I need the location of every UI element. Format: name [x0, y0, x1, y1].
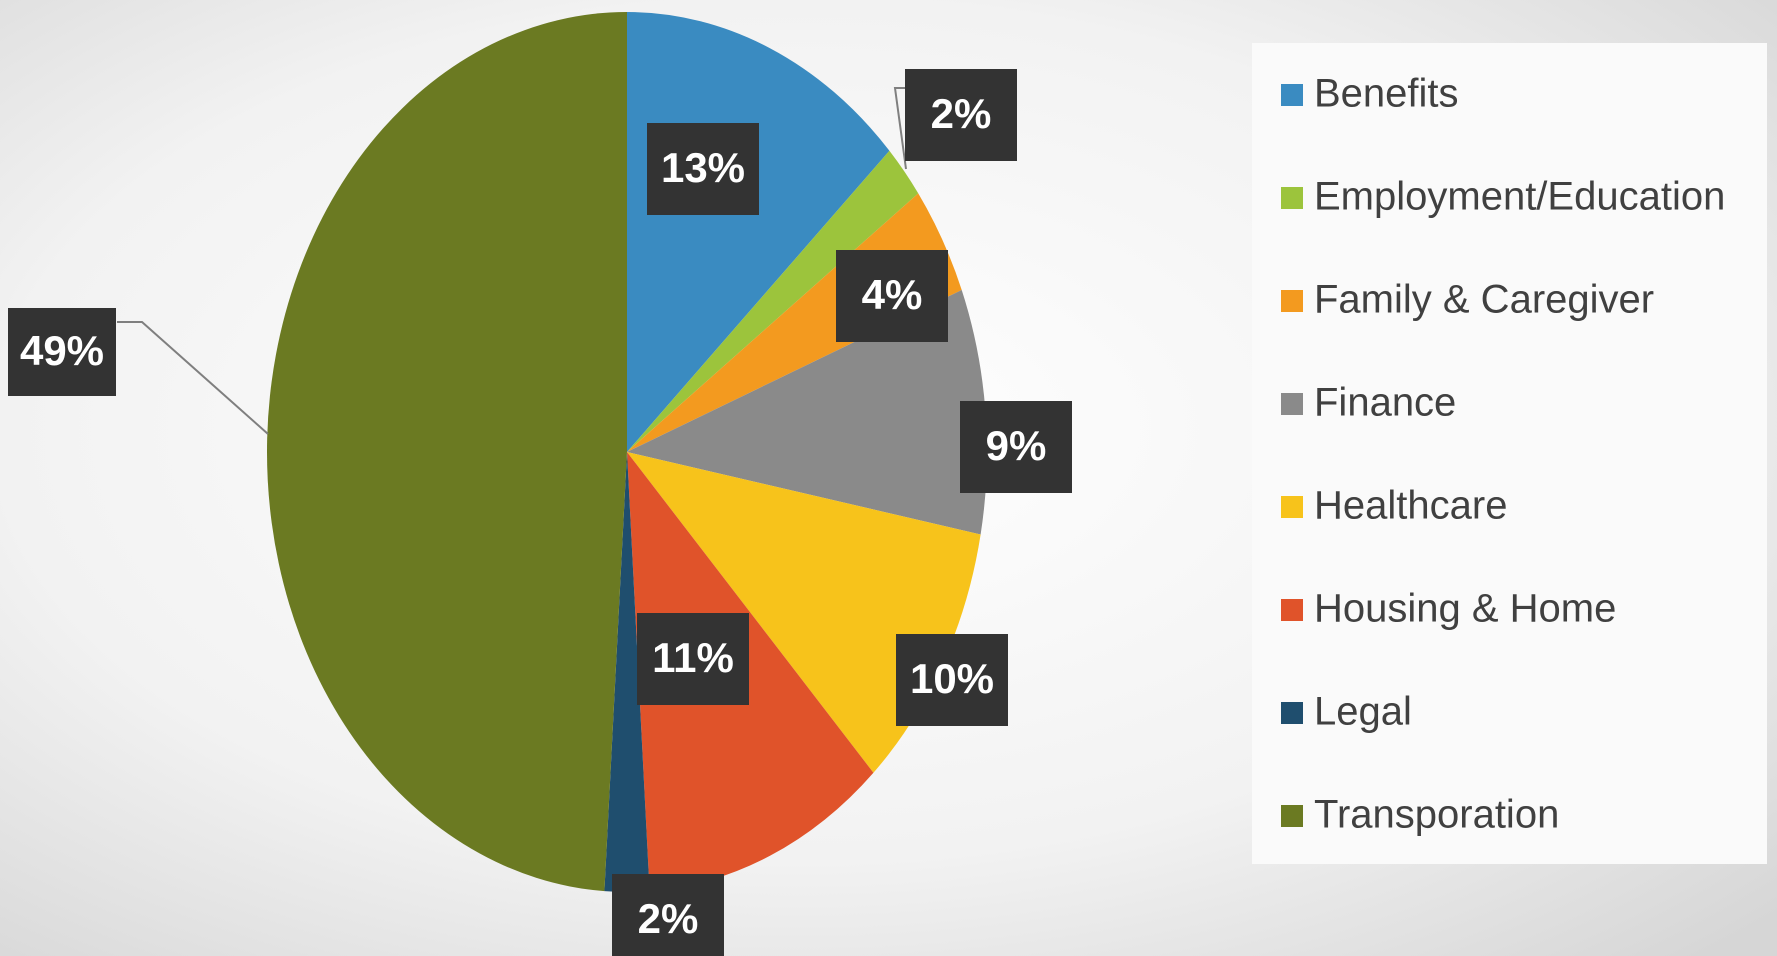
pie-slice	[627, 12, 890, 452]
label-box	[647, 123, 759, 215]
data-label: 49%	[20, 327, 104, 374]
legend-label: Legal	[1314, 690, 1412, 734]
legend-swatch	[1281, 805, 1303, 827]
data-label: 13%	[661, 144, 745, 191]
label-box	[637, 613, 749, 705]
data-label: 10%	[910, 655, 994, 702]
data-label: 2%	[638, 895, 699, 942]
data-label: 4%	[862, 271, 923, 318]
leader-line	[117, 321, 269, 435]
legend: Benefits Employment/Education Family & Car…	[1281, 72, 1725, 837]
data-labels: 13% 2% 4% 9% 10% 11% 2% 49%	[8, 69, 1072, 956]
legend-swatch	[1281, 290, 1303, 312]
data-label: 11%	[652, 634, 734, 681]
pie-slice	[627, 290, 987, 535]
legend-swatch	[1281, 84, 1303, 106]
legend-label: Healthcare	[1314, 484, 1507, 528]
legend-label: Transporation	[1314, 793, 1559, 837]
legend-swatch	[1281, 496, 1303, 518]
label-box	[8, 308, 116, 396]
label-box	[960, 401, 1072, 493]
pie-slice	[627, 150, 919, 453]
legend-label: Benefits	[1314, 72, 1459, 116]
label-box	[896, 634, 1008, 726]
label-box	[836, 250, 948, 342]
legend-swatch	[1281, 393, 1303, 415]
legend-label: Employment/Education	[1314, 175, 1725, 219]
legend-label: Family & Caregiver	[1314, 278, 1654, 322]
legend-box	[1252, 43, 1767, 864]
legend-swatch	[1281, 599, 1303, 621]
legend-swatch	[1281, 702, 1303, 724]
legend-label: Housing & Home	[1314, 587, 1616, 631]
pie-slice	[267, 12, 627, 892]
legend-swatch	[1281, 187, 1303, 209]
pie-slice	[627, 452, 981, 773]
pie	[267, 12, 987, 892]
label-box	[612, 874, 724, 956]
data-label: 9%	[986, 422, 1047, 469]
pie-slice	[604, 452, 650, 892]
data-label: 2%	[931, 90, 992, 137]
legend-label: Finance	[1314, 381, 1456, 425]
pie-slice	[627, 452, 874, 892]
label-box	[905, 69, 1017, 161]
